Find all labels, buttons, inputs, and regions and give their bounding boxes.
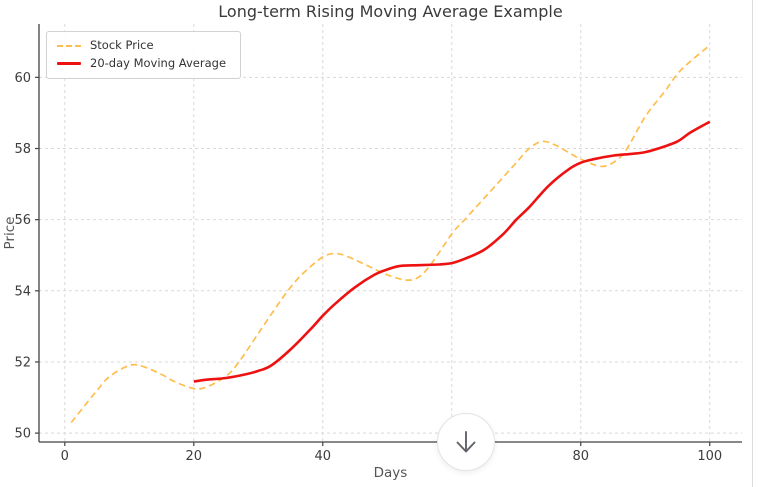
chart-legend: Stock Price 20-day Moving Average — [46, 31, 242, 79]
y-tick-label: 58 — [14, 142, 31, 157]
x-tick-label: 20 — [186, 449, 203, 464]
down-arrow-icon — [456, 431, 476, 453]
y-tick-label: 60 — [14, 71, 31, 86]
y-tick-label: 56 — [14, 213, 31, 228]
chart-title: Long-term Rising Moving Average Example — [218, 2, 562, 21]
legend-item-moving-average: 20-day Moving Average — [57, 57, 226, 70]
x-axis-label: Days — [374, 465, 408, 481]
moving-average-line-swatch-icon — [57, 62, 81, 65]
y-axis-label: Price — [2, 217, 18, 250]
page-right-border — [752, 0, 753, 487]
series-path-20-day-moving-average — [193, 120, 711, 383]
stock-price-line-swatch-icon — [57, 44, 81, 47]
y-tick-label: 52 — [14, 355, 31, 370]
legend-label: Stock Price — [90, 38, 154, 52]
y-tick-label: 50 — [14, 427, 31, 442]
x-tick-label: 0 — [61, 449, 69, 464]
series-path-stock-price — [70, 44, 711, 423]
y-tick-label: 54 — [14, 284, 31, 299]
x-tick-label: 40 — [315, 449, 332, 464]
x-tick-label: 80 — [572, 449, 589, 464]
legend-label: 20-day Moving Average — [90, 56, 227, 70]
x-tick-label: 100 — [697, 449, 722, 464]
scroll-down-button[interactable] — [437, 413, 495, 471]
legend-item-stock-price: Stock Price — [57, 39, 226, 52]
